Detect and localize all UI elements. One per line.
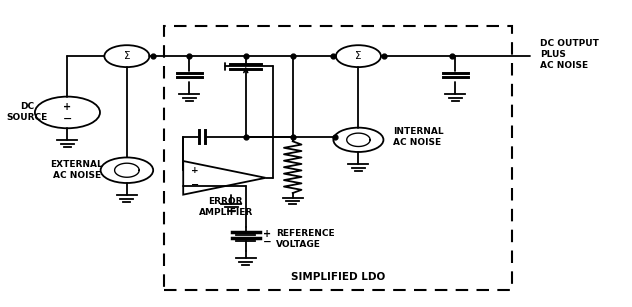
Text: +: +: [191, 166, 198, 175]
Text: EXTERNAL
AC NOISE: EXTERNAL AC NOISE: [51, 160, 103, 180]
Text: $\Sigma$: $\Sigma$: [123, 49, 131, 61]
Text: −: −: [63, 114, 72, 123]
Text: −: −: [191, 180, 199, 190]
Text: DC OUTPUT
PLUS
AC NOISE: DC OUTPUT PLUS AC NOISE: [540, 39, 599, 70]
Text: ERROR
AMPLIFIER: ERROR AMPLIFIER: [198, 197, 253, 217]
Text: DC
SOURCE: DC SOURCE: [6, 102, 47, 122]
Text: −: −: [264, 237, 272, 247]
Text: +: +: [264, 229, 271, 239]
Text: SIMPLIFIED LDO: SIMPLIFIED LDO: [291, 272, 385, 282]
Text: $\Sigma$: $\Sigma$: [355, 49, 362, 61]
Text: REFERENCE
VOLTAGE: REFERENCE VOLTAGE: [276, 229, 334, 249]
Text: +: +: [63, 102, 71, 112]
Text: INTERNAL
AC NOISE: INTERNAL AC NOISE: [393, 127, 444, 147]
